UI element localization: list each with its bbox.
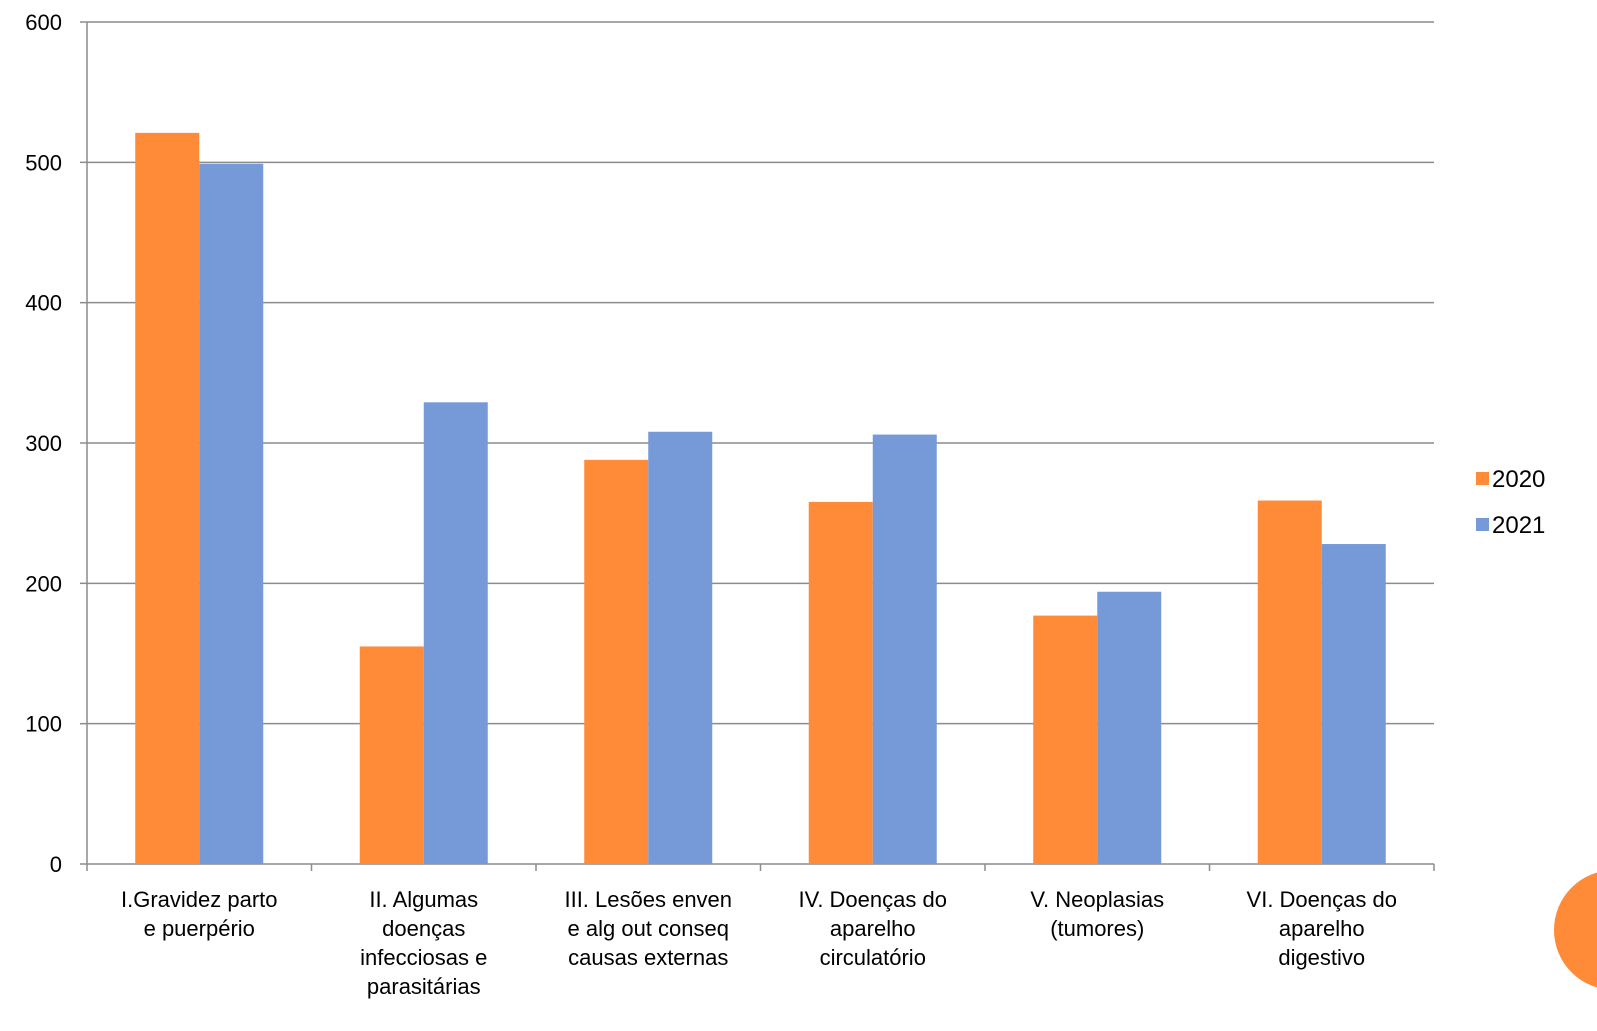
legend-label-2021: 2021	[1492, 512, 1545, 539]
bar-2021-cat-3	[648, 431, 713, 864]
x-category-labels: I.Gravidez parto e puerpério II. Algumas do…	[121, 887, 1397, 999]
y-tick-label-300: 300	[25, 431, 62, 456]
legend: 2020 2021	[1476, 466, 1545, 539]
x-category-label-2: II. Algumas doenças infecciosas e parasitár…	[360, 887, 487, 999]
x-category-label-1: I.Gravidez parto e puerpério	[121, 887, 278, 941]
y-tick-labels: 0 100 200 300 400 500 600	[25, 10, 62, 877]
x-category-label-6: VI. Doenças do aparelho digestivo	[1247, 887, 1397, 970]
y-tick-label-200: 200	[25, 571, 62, 596]
bar-2020-cat-2	[359, 646, 424, 864]
bar-2020-cat-5	[1033, 615, 1098, 864]
legend-swatch-2021	[1476, 518, 1489, 531]
bar-2021-cat-2	[423, 402, 488, 864]
axes	[80, 21, 1435, 871]
bar-2020-cat-1	[135, 132, 200, 864]
bar-2020-cat-4	[808, 501, 873, 864]
x-category-label-5: V. Neoplasias (tumores)	[1030, 887, 1164, 941]
legend-label-2020: 2020	[1492, 466, 1545, 493]
y-tick-label-500: 500	[25, 150, 62, 175]
y-tick-label-0: 0	[50, 852, 62, 877]
corner-decoration-circle	[1554, 872, 1597, 988]
bar-2021-cat-1	[199, 163, 264, 864]
bar-2021-cat-5	[1097, 591, 1162, 864]
y-tick-label-600: 600	[25, 10, 62, 35]
legend-swatch-2020	[1476, 472, 1489, 485]
gridlines	[87, 21, 1434, 725]
y-tick-label-400: 400	[25, 291, 62, 316]
bars	[135, 132, 1386, 864]
bar-2020-cat-3	[584, 459, 649, 864]
bar-2021-cat-4	[872, 434, 937, 864]
x-category-label-4: IV. Doenças do aparelho circulatório	[799, 887, 947, 970]
bar-2021-cat-6	[1321, 544, 1386, 864]
x-category-label-3: III. Lesões enven e alg out conseq causas …	[564, 887, 732, 970]
y-tick-label-100: 100	[25, 712, 62, 737]
bar-2020-cat-6	[1257, 500, 1322, 864]
